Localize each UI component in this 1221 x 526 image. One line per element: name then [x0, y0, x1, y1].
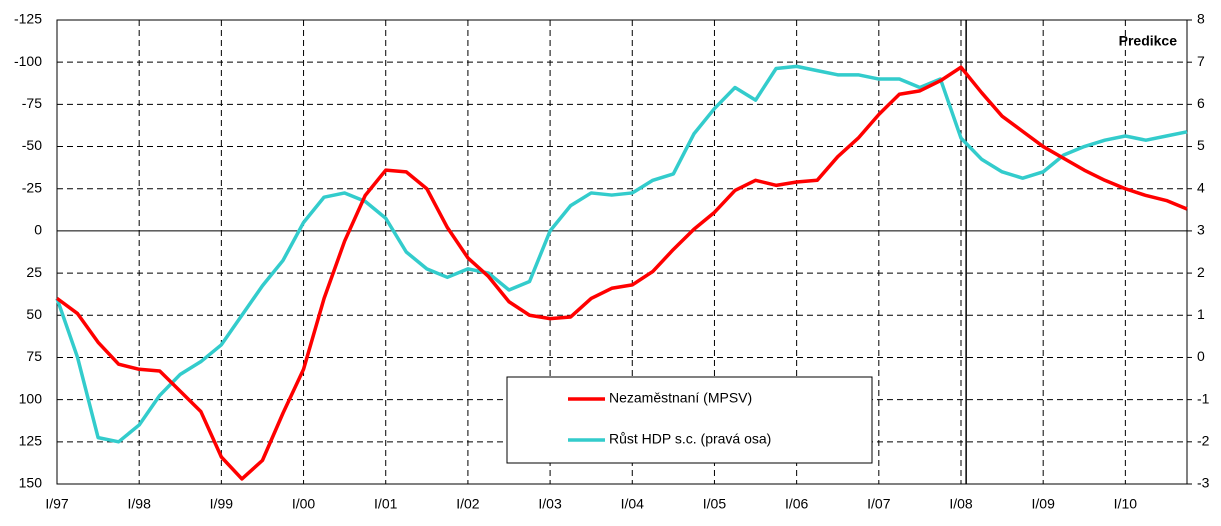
y2-tick-label: 7 [1197, 53, 1205, 69]
x-tick-label: I/09 [1032, 496, 1056, 512]
x-tick-label: I/97 [45, 496, 69, 512]
x-tick-label: I/07 [867, 496, 891, 512]
legend-box [506, 376, 873, 464]
y2-tick-label: 3 [1197, 222, 1205, 238]
x-tick-label: I/02 [456, 496, 480, 512]
y-tick-label: -50 [22, 137, 42, 153]
x-tick-label: I/08 [949, 496, 973, 512]
x-tick-label: I/10 [1114, 496, 1138, 512]
y-tick-label: 150 [19, 475, 43, 491]
y2-tick-label: 2 [1197, 264, 1205, 280]
y-tick-label: -75 [22, 95, 42, 111]
x-tick-label: I/05 [703, 496, 727, 512]
x-tick-label: I/99 [210, 496, 234, 512]
y-tick-label: 25 [26, 264, 42, 280]
x-tick-label: I/01 [374, 496, 398, 512]
y2-tick-label: -1 [1197, 390, 1210, 406]
y-tick-label: -125 [14, 11, 42, 27]
x-tick-label: I/00 [292, 496, 316, 512]
y2-tick-label: -2 [1197, 433, 1210, 449]
y-tick-label: 0 [34, 222, 42, 238]
series-line [55, 64, 1188, 444]
annotation: Predikce [1119, 33, 1178, 49]
series-line [55, 65, 1188, 481]
x-tick-label: I/04 [621, 496, 645, 512]
plot-frame [56, 19, 1188, 485]
y-tick-label: 50 [26, 306, 42, 322]
y2-tick-label: 1 [1197, 306, 1205, 322]
y-tick-label: 100 [19, 390, 43, 406]
y-tick-label: -25 [22, 179, 42, 195]
x-tick-label: I/98 [128, 496, 152, 512]
y2-tick-label: 8 [1197, 11, 1205, 27]
y-tick-label: -100 [14, 53, 42, 69]
y2-tick-label: 4 [1197, 179, 1205, 195]
y2-tick-label: 6 [1197, 95, 1205, 111]
x-tick-label: I/03 [538, 496, 562, 512]
y2-tick-label: -3 [1197, 475, 1210, 491]
y2-tick-label: 0 [1197, 348, 1205, 364]
y-tick-label: 75 [26, 348, 42, 364]
y2-tick-label: 5 [1197, 137, 1205, 153]
legend-label: Nezaměstnaní (MPSV) [609, 390, 752, 406]
legend-label: Růst HDP s.c. (pravá osa) [609, 431, 771, 447]
y-tick-label: 125 [19, 433, 43, 449]
x-tick-label: I/06 [785, 496, 809, 512]
